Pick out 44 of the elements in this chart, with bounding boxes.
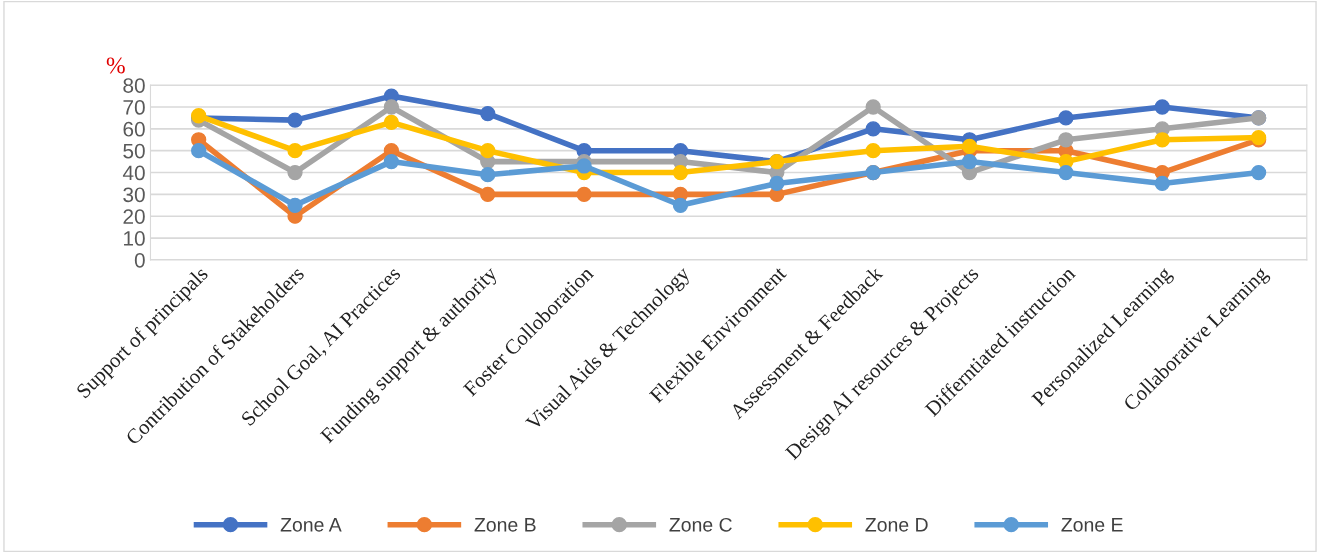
point: [865, 99, 881, 115]
point: [383, 153, 400, 170]
point: [1058, 164, 1074, 181]
y-tick-label: 40: [122, 165, 145, 181]
point: [1154, 99, 1170, 115]
point: [1154, 175, 1170, 192]
legend-label: Zone C: [669, 517, 732, 532]
point: [1058, 132, 1074, 148]
point: [191, 143, 207, 159]
point: [287, 164, 303, 181]
point: [480, 167, 496, 183]
y-tick-label: 80: [123, 78, 145, 93]
point: [576, 186, 592, 203]
y-tick-label: 50: [123, 143, 145, 159]
point: [1058, 110, 1074, 126]
y-tick-label: 30: [123, 187, 145, 203]
legend-label: Zone A: [280, 518, 342, 532]
y-tick-label: 0: [134, 252, 145, 268]
point: [287, 197, 303, 213]
y-tick-label: 60: [123, 121, 145, 137]
point: [672, 164, 689, 181]
legend-label: Zone E: [1061, 518, 1123, 532]
point: [865, 143, 881, 159]
y-tick-label: 20: [123, 209, 145, 224]
point: [961, 138, 978, 154]
point: [480, 143, 496, 159]
point: [287, 143, 303, 159]
y-axis-title: %: [106, 57, 125, 74]
point: [576, 158, 592, 174]
point: [480, 105, 496, 122]
point: [1154, 132, 1170, 148]
point: [480, 186, 496, 203]
point: [383, 114, 400, 130]
point: [383, 99, 400, 115]
point: [865, 121, 881, 137]
point: [769, 175, 785, 192]
y-tick-label: 10: [124, 231, 145, 246]
point: [961, 153, 978, 170]
point: [1250, 164, 1267, 181]
point: [672, 197, 689, 213]
y-tick-label: 70: [123, 100, 145, 115]
legend-label: Zone B: [474, 518, 536, 532]
point: [287, 112, 303, 128]
legend-label: Zone D: [865, 518, 928, 532]
